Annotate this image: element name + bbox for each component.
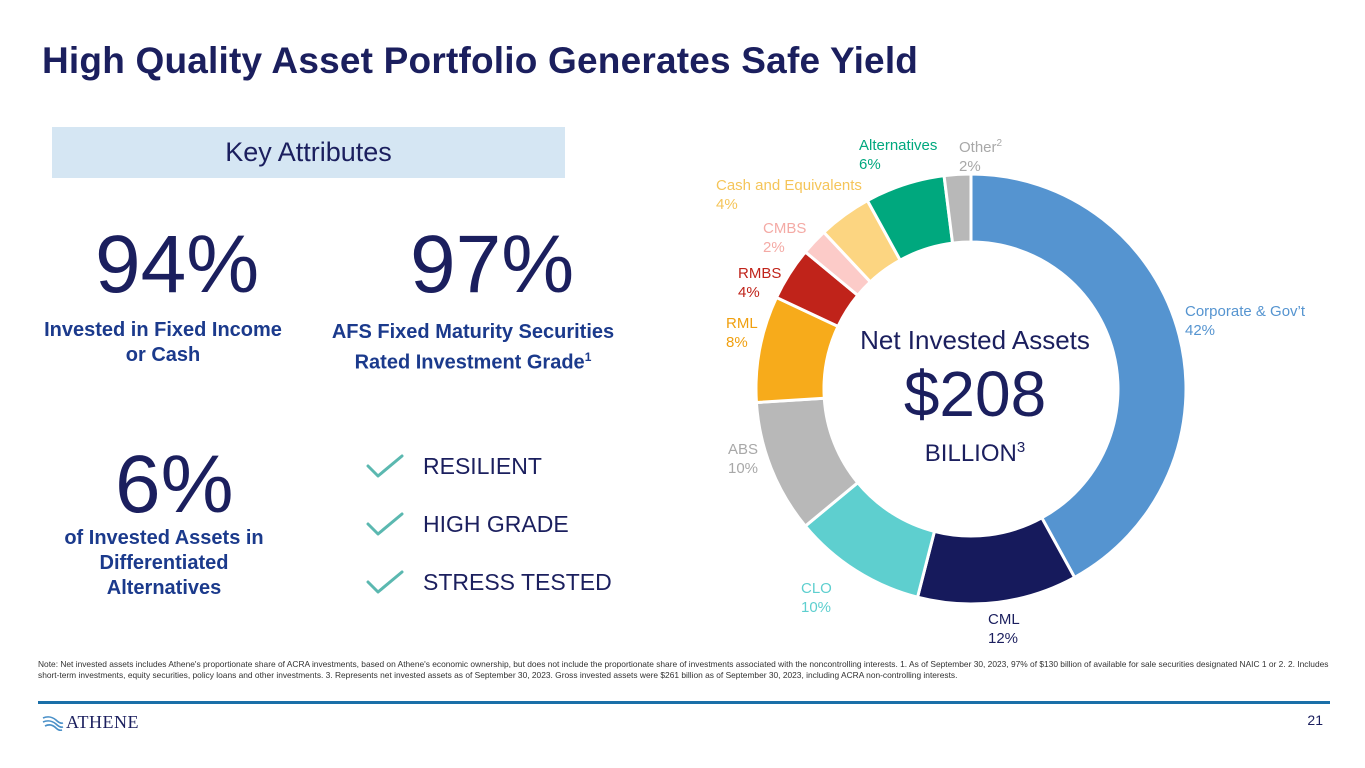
- segment-pct: 6%: [859, 156, 881, 173]
- checklist-label: STRESS TESTED: [423, 568, 612, 595]
- donut-center-title: Net Invested Assets: [860, 325, 1090, 355]
- segment-label-abs: ABS 10%: [728, 440, 758, 478]
- checklist-item-stress-tested: STRESS TESTED: [365, 568, 612, 596]
- segment-pct: 2%: [959, 158, 981, 175]
- segment-pct: 10%: [801, 599, 832, 616]
- segment-name: ABS: [728, 441, 759, 458]
- stat-investment-grade-label: AFS Fixed Maturity Securities Rated Inve…: [300, 320, 646, 376]
- segment-label-cash: Cash and Equivalents 4%: [716, 176, 862, 214]
- stat-fixed-income-label-line1: Invested in Fixed Income: [44, 319, 282, 341]
- segment-name: CMBS: [763, 220, 807, 237]
- footnote-ref-1: 1: [584, 350, 592, 364]
- segment-pct: 42%: [1185, 322, 1216, 339]
- stat-alternatives-value: 6%: [115, 439, 234, 530]
- segment-name: Cash and Equivalents: [716, 177, 862, 194]
- stat-fixed-income-value: 94%: [95, 219, 260, 310]
- segment-label-cml: CML 12%: [988, 610, 1020, 648]
- checkmark-icon: [366, 454, 404, 478]
- checkmark-icon: [366, 570, 404, 594]
- stat-investment-grade-label-line2: Rated Investment Grade: [354, 351, 585, 374]
- segment-pct: 8%: [726, 334, 748, 351]
- segment-pct: 12%: [988, 630, 1019, 647]
- segment-pct: 4%: [738, 284, 760, 301]
- stat-investment-grade-value: 97%: [410, 219, 575, 310]
- segment-name: CML: [988, 611, 1020, 628]
- segment-label-alternatives: Alternatives 6%: [859, 136, 937, 174]
- segment-label-corporate-govt: Corporate & Gov’t 42%: [1185, 302, 1305, 340]
- segment-pct: 10%: [728, 460, 759, 477]
- segment-label-clo: CLO 10%: [801, 579, 832, 617]
- donut-segment-corporate-gov-t: [969, 172, 1188, 580]
- checklist-item-high-grade: HIGH GRADE: [365, 510, 569, 538]
- net-invested-assets-donut-chart: [754, 172, 1188, 606]
- stat-alternatives-label-line1: of Invested Assets in: [64, 527, 264, 549]
- donut-center-unit: BILLION3: [820, 439, 1130, 468]
- stat-alternatives-label: of Invested Assets in Differentiated Alt…: [42, 526, 286, 601]
- stat-alternatives-label-line2: Differentiated: [99, 552, 229, 574]
- segment-name: Alternatives: [859, 137, 938, 154]
- donut-center-unit-text: BILLION: [924, 440, 1017, 467]
- footnote: Note: Net invested assets includes Athen…: [38, 659, 1329, 680]
- stat-fixed-income-label-line2: or Cash: [125, 344, 201, 366]
- donut-center-amount: $208: [903, 358, 1047, 430]
- segment-name: RMBS: [738, 265, 782, 282]
- checklist-label: RESILIENT: [423, 452, 542, 479]
- footnote-ref-3: 3: [1016, 439, 1026, 456]
- segment-label-other: Other2 2%: [959, 134, 1002, 176]
- page-title: High Quality Asset Portfolio Generates S…: [42, 40, 919, 81]
- stat-investment-grade-label-line1: AFS Fixed Maturity Securities: [331, 321, 615, 343]
- segment-label-cmbs: CMBS 2%: [763, 219, 806, 257]
- segment-pct: 4%: [716, 196, 738, 213]
- checklist-label: HIGH GRADE: [423, 510, 569, 537]
- checkmark-icon: [366, 512, 404, 536]
- segment-label-rmbs: RMBS 4%: [738, 264, 781, 302]
- segment-name: Other: [959, 139, 997, 156]
- segment-pct: 2%: [763, 239, 785, 256]
- stat-alternatives-label-line3: Alternatives: [106, 577, 222, 599]
- segment-name: CLO: [801, 580, 832, 597]
- footer-divider: [38, 701, 1330, 704]
- stat-fixed-income-label: Invested in Fixed Income or Cash: [22, 318, 304, 368]
- checklist-item-resilient: RESILIENT: [365, 452, 542, 480]
- page-number: 21: [1307, 712, 1323, 728]
- footnote-ref-2: 2: [996, 138, 1003, 149]
- logo-text: ATHENE: [66, 712, 139, 732]
- segment-name: Corporate & Gov’t: [1185, 303, 1306, 320]
- athene-logo: ATHENE: [42, 712, 139, 733]
- key-attributes-heading: Key Attributes: [52, 127, 565, 178]
- segment-name: RML: [726, 315, 758, 332]
- athene-wave-icon: [42, 715, 64, 731]
- donut-segment-other: [942, 172, 973, 245]
- segment-label-rml: RML 8%: [726, 314, 758, 352]
